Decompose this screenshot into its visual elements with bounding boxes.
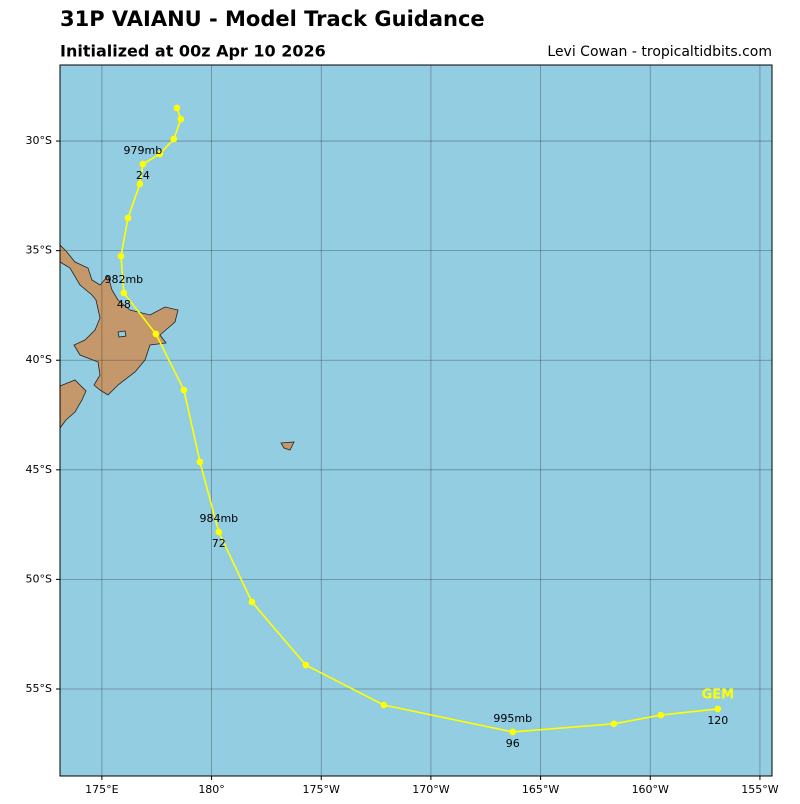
hour-label: 24 <box>136 169 150 182</box>
pressure-label: 979mb <box>124 144 163 157</box>
x-tick-label: 175°E <box>85 783 118 796</box>
track-point <box>120 289 128 297</box>
track-point <box>302 661 310 669</box>
chart-subtitle: Initialized at 00z Apr 10 2026 <box>60 42 326 61</box>
lake <box>117 330 127 338</box>
track-point <box>610 720 618 728</box>
land <box>59 244 295 451</box>
south-island <box>59 379 87 430</box>
track-point <box>136 180 144 188</box>
x-tick-label: 160°W <box>632 783 669 796</box>
credit: Levi Cowan - tropicaltidbits.com <box>547 44 772 60</box>
ocean <box>60 65 772 776</box>
x-tick-label: 155°W <box>741 783 778 796</box>
track-point <box>657 711 665 719</box>
track-point <box>156 150 164 158</box>
chatham-islands <box>280 441 295 451</box>
hour-label: 48 <box>117 298 131 311</box>
track-point <box>248 598 256 606</box>
y-tick-label: 30°S <box>26 134 52 147</box>
model-label: GEM <box>702 687 735 702</box>
pressure-label: 982mb <box>104 273 143 286</box>
x-tick-label: 180° <box>198 783 225 796</box>
track-point <box>380 701 388 709</box>
hour-label: 96 <box>506 737 520 750</box>
grid <box>60 65 772 776</box>
x-tick-label: 170°W <box>412 783 449 796</box>
y-tick-label: 40°S <box>26 353 52 366</box>
track-point <box>152 330 160 338</box>
track-point <box>215 528 223 536</box>
hour-label: 72 <box>212 537 226 550</box>
track-point <box>124 214 132 222</box>
track-point <box>714 705 722 713</box>
chart-title: 31P VAIANU - Model Track Guidance <box>60 7 485 31</box>
north-island <box>59 244 179 396</box>
track-point <box>117 252 125 260</box>
y-tick-label: 55°S <box>26 682 52 695</box>
y-tick-label: 35°S <box>26 244 52 257</box>
track-point <box>509 728 517 736</box>
hour-label: 120 <box>707 714 728 727</box>
x-tick-label: 165°W <box>522 783 559 796</box>
track-layer: 979mb 24 982mb 48 984mb 72 995mb 96 120 GEM <box>104 104 735 750</box>
track-point <box>170 135 178 143</box>
track-point <box>177 115 185 123</box>
plot-frame <box>59 64 773 777</box>
y-tick-label: 45°S <box>26 463 52 476</box>
track-point <box>173 104 181 112</box>
x-tick-label: 175°W <box>303 783 340 796</box>
track-point <box>196 458 204 466</box>
track-point <box>139 160 147 168</box>
pressure-label: 995mb <box>493 712 532 725</box>
track-point <box>180 386 188 394</box>
pressure-label: 984mb <box>199 512 238 525</box>
y-tick-label: 50°S <box>26 572 52 585</box>
